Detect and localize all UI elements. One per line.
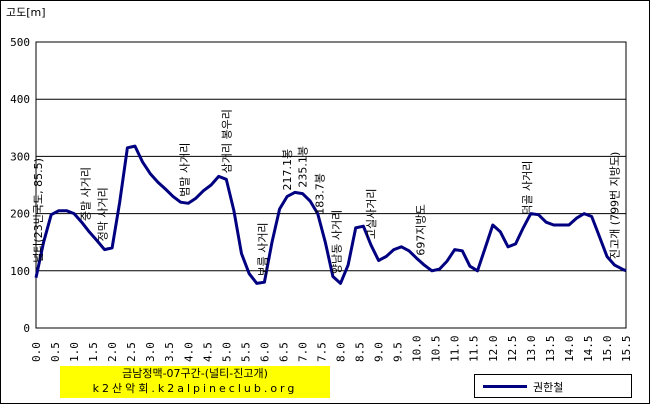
- legend: 권한철: [474, 374, 632, 398]
- annotation-label: 235.1봉: [296, 146, 309, 188]
- x-tick-label: 11.0: [449, 336, 462, 363]
- x-tick-label: 8.0: [335, 342, 348, 362]
- series-line: [34, 144, 627, 285]
- x-tick-label: 4.0: [182, 342, 195, 362]
- y-tick-label: 500: [10, 36, 30, 49]
- plot-area: [35, 41, 627, 329]
- chart-title-box: 금남정맥-07구간-(널티-진고개) k2산악회.k2alpineclub.or…: [60, 366, 330, 398]
- x-tick-label: 3.0: [144, 342, 157, 362]
- annotation-label: 진고개 (799번 지방도): [609, 152, 622, 259]
- annotation-label: 보름 사거리: [256, 222, 269, 276]
- legend-swatch: [483, 385, 527, 388]
- chart-title-line-1: 금남정맥-07구간-(널티-진고개): [122, 367, 268, 380]
- y-tick-label: 300: [10, 150, 30, 163]
- y-tick-label: 100: [10, 265, 30, 278]
- x-tick-label: 13.0: [525, 336, 538, 363]
- x-tick-label: 1.5: [87, 342, 100, 362]
- x-tick-label: 15.0: [601, 336, 614, 363]
- x-tick-label: 0.5: [49, 342, 62, 362]
- x-tick-label: 0.0: [30, 342, 43, 362]
- x-tick-label: 6.0: [258, 342, 271, 362]
- annotation-label: 고실사거리: [365, 188, 378, 239]
- x-tick-label: 15.5: [620, 336, 633, 363]
- x-tick-label: 7.5: [315, 342, 328, 362]
- annotation-label: 중말 사거리: [79, 167, 92, 221]
- x-tick-label: 3.5: [163, 342, 176, 362]
- x-tick-label: 9.0: [373, 342, 386, 362]
- x-tick-label: 5.0: [220, 342, 233, 362]
- y-axis-label: 고도[m]: [6, 6, 46, 19]
- x-tick-label: 10.0: [411, 336, 424, 363]
- x-tick-label: 4.5: [201, 342, 214, 362]
- y-tick-label: 400: [10, 93, 30, 106]
- annotation-label: 범말 사거리: [178, 143, 191, 197]
- annotation-label: 697지방도: [414, 204, 427, 255]
- annotation-label: 삼거리 봉우리: [220, 109, 233, 173]
- x-tick-label: 14.0: [563, 336, 576, 363]
- annotation-label: 정막 사거리: [97, 187, 110, 241]
- x-tick-label: 10.5: [430, 336, 443, 363]
- x-tick-label: 8.5: [354, 342, 367, 362]
- annotation-label: 널티(23번국도, 85.5): [32, 158, 45, 263]
- x-tick-label: 12.5: [506, 336, 519, 363]
- annotation-label: 217.1봉: [281, 149, 294, 191]
- annotation-label: 183.7봉: [314, 173, 327, 215]
- legend-label: 권한철: [533, 381, 564, 394]
- x-tick-label: 1.0: [68, 342, 81, 362]
- x-tick-label: 5.5: [239, 342, 252, 362]
- chart-title-line-2: k2산악회.k2alpineclub.org: [92, 382, 298, 395]
- annotation-label: 양남동 사거리: [331, 210, 344, 274]
- x-tick-label: 6.5: [277, 342, 290, 362]
- annotation-label: 덕골 사거리: [521, 161, 534, 215]
- x-tick-label: 2.0: [106, 342, 119, 362]
- x-tick-label: 2.5: [125, 342, 138, 362]
- y-tick-label: 200: [10, 208, 30, 221]
- x-tick-label: 11.5: [468, 336, 481, 363]
- x-tick-label: 14.5: [582, 336, 595, 363]
- y-tick-label: 0: [23, 322, 30, 335]
- x-tick-label: 9.5: [392, 342, 405, 362]
- x-tick-label: 13.5: [544, 336, 557, 363]
- x-tick-label: 7.0: [296, 342, 309, 362]
- x-tick-label: 12.0: [487, 336, 500, 362]
